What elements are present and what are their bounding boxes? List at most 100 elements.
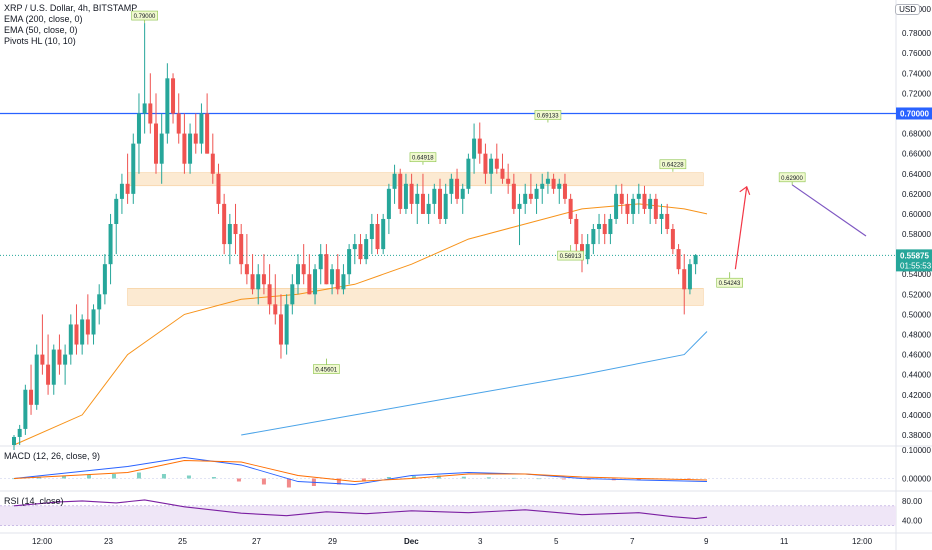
candle-body — [534, 188, 539, 199]
candle-body — [403, 183, 408, 209]
candle-body — [119, 183, 124, 199]
signal-line — [13, 460, 708, 482]
price-tick-label: 0.44000 — [902, 371, 931, 380]
macd-histogram-bar — [136, 472, 141, 479]
price-tick-label: 0.62000 — [902, 190, 931, 199]
pivot-low-label: 0.56913 — [560, 254, 582, 260]
symbol-title: XRP / U.S. Dollar, 4h, BITSTAMP — [4, 3, 138, 13]
arrow-head — [739, 185, 751, 196]
pivot-low-label: 0.54243 — [719, 281, 741, 287]
pivot-low-label: 0.45601 — [315, 368, 337, 374]
candle-body — [313, 269, 318, 295]
candle-body — [261, 274, 266, 285]
candle-body — [608, 218, 613, 235]
time-tick-label: 9 — [704, 537, 709, 546]
candle-body — [267, 284, 272, 305]
macd-histogram-bar — [211, 477, 216, 479]
candle-body — [438, 188, 442, 219]
candle-body — [625, 203, 630, 214]
rsi-title: RSI (14, close) — [4, 496, 64, 506]
time-tick-label: 25 — [178, 537, 187, 546]
candle-body — [193, 133, 198, 144]
candle-body — [415, 193, 420, 204]
candle-body — [307, 274, 312, 295]
candle-body — [557, 183, 562, 189]
price-tick-label: 0.46000 — [902, 351, 931, 360]
candle-body — [455, 178, 460, 199]
candle-body — [182, 133, 187, 164]
macd-histogram-bar — [536, 478, 541, 480]
candle-body — [199, 113, 204, 144]
support-zone — [127, 172, 704, 187]
candle-body — [642, 193, 647, 209]
rsi-tick-label: 40.00 — [902, 517, 923, 526]
candle-body — [17, 428, 22, 437]
ema200-label: EMA (200, close, 0) — [4, 14, 83, 24]
last-price-label: 0.55875 — [900, 251, 929, 260]
last-price-tag — [896, 249, 932, 272]
pivot-high-box — [778, 172, 806, 183]
candle-body — [148, 103, 153, 124]
candle-body — [227, 223, 232, 245]
time-tick-label: 3 — [478, 537, 483, 546]
horizontal-level-tag — [896, 107, 932, 120]
candle-body — [51, 349, 56, 385]
candle-body — [636, 193, 641, 199]
macd-histogram-bar — [86, 474, 91, 479]
time-tick-label: 12:00 — [32, 537, 53, 546]
pivot-high-box — [131, 10, 158, 21]
price-tick-label: 0.54000 — [902, 270, 931, 279]
pivot-high-box — [659, 159, 687, 170]
candle-body — [335, 269, 340, 290]
price-tick-label: 0.48000 — [902, 330, 931, 339]
macd-title: MACD (12, 26, close, 9) — [4, 451, 101, 461]
candle-body — [477, 138, 482, 154]
rsi-line — [13, 499, 708, 520]
candle-body — [409, 183, 414, 204]
macd-line — [13, 457, 708, 485]
rsi-band — [0, 505, 896, 526]
time-tick-label: 7 — [630, 537, 635, 546]
price-tick-label: 0.52000 — [902, 290, 931, 299]
candle-body — [330, 269, 335, 285]
candle-body — [568, 198, 573, 219]
price-tick-label: 0.78000 — [902, 29, 931, 38]
candle-body — [165, 78, 170, 134]
price-tick-label: 0.72000 — [902, 89, 931, 98]
candle-body — [216, 173, 221, 204]
price-tick-label: 0.38000 — [902, 431, 931, 440]
candle-body — [256, 274, 261, 290]
candle-body — [131, 143, 136, 194]
time-tick-label: 5 — [554, 537, 559, 546]
price-tick-label: 0.50000 — [902, 310, 931, 319]
candle-body — [40, 354, 45, 365]
candle-body — [324, 254, 329, 285]
candle-body — [653, 198, 658, 219]
price-tick-label: 0.60000 — [902, 210, 931, 219]
candle-body — [426, 203, 431, 214]
candle-body — [392, 173, 397, 189]
candle-body — [500, 168, 505, 179]
candle-body — [91, 309, 96, 335]
candle-body — [358, 244, 363, 260]
candle-body — [364, 239, 369, 260]
macd-histogram-bar — [461, 476, 466, 479]
candle-body — [97, 294, 102, 310]
candle-body — [517, 203, 522, 209]
candle-body — [290, 284, 295, 305]
candle-body — [46, 364, 51, 385]
time-tick-label: 11 — [780, 537, 789, 546]
currency-button[interactable]: USD — [895, 4, 920, 15]
candle-body — [171, 78, 176, 114]
candle-body — [57, 349, 62, 365]
candle-body — [460, 188, 465, 199]
candle-body — [659, 213, 664, 219]
candle-body — [472, 138, 477, 159]
candle-body — [693, 255, 698, 265]
macd-histogram-bar — [561, 478, 566, 480]
candle-body — [154, 123, 158, 164]
macd-histogram-bar — [361, 478, 366, 482]
pivot-high-label: 0.64918 — [412, 156, 434, 162]
candle-body — [398, 173, 403, 209]
